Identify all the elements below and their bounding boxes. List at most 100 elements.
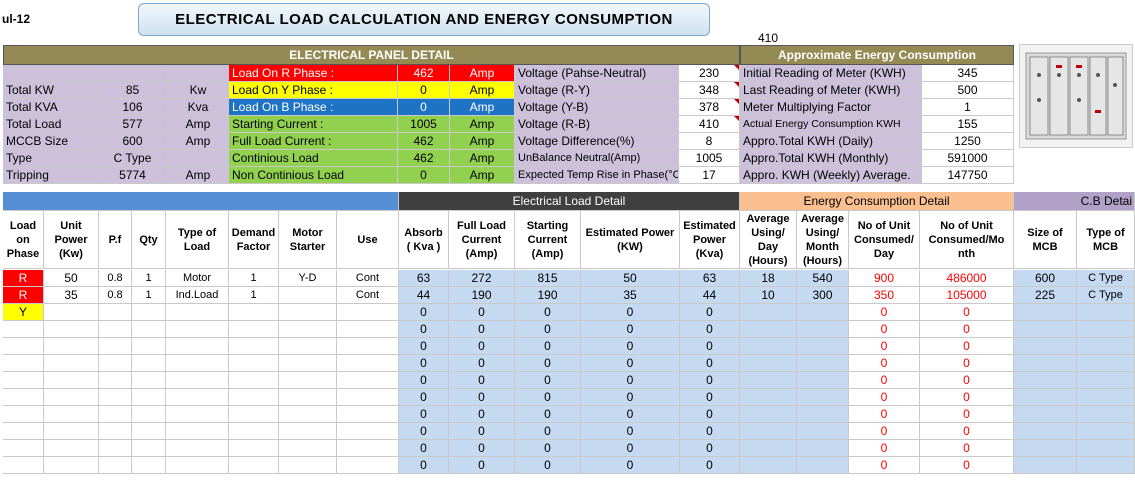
phase-load-value[interactable]: 0 [398,167,450,184]
cell-unit-power[interactable] [44,304,99,321]
cell-mcb-size[interactable] [1014,389,1077,406]
cell-mcb-size[interactable] [1014,372,1077,389]
cell-mcb-type[interactable] [1077,338,1135,355]
cell-avg-day[interactable] [740,389,797,406]
cell-unit-power[interactable] [44,440,99,457]
cell-flc[interactable]: 0 [449,338,515,355]
cell-absorb[interactable]: 0 [399,338,449,355]
cell-type[interactable] [166,355,229,372]
cell-demand[interactable]: 1 [229,287,279,304]
column-header[interactable]: Full Load Current (Amp) [449,211,515,269]
cell-est-kva[interactable]: 0 [680,372,740,389]
cell-sc[interactable]: 815 [515,270,581,287]
cell-flc[interactable]: 0 [449,406,515,423]
cell-avg-day[interactable] [740,423,797,440]
cell-unit-power[interactable]: 50 [44,270,99,287]
cell-unit-power[interactable] [44,355,99,372]
cell-est-kw[interactable]: 0 [581,355,680,372]
cell-phase[interactable]: Y [3,304,44,321]
cell-pf[interactable] [99,423,132,440]
cell-units-month[interactable]: 0 [920,338,1014,355]
cell-starter[interactable] [279,321,337,338]
cell-unit-power[interactable] [44,406,99,423]
summary-value[interactable]: C Type [98,150,168,167]
cell-sc[interactable]: 0 [515,355,581,372]
cell-unit-power[interactable]: 35 [44,287,99,304]
cell-starter[interactable]: Y-D [279,270,337,287]
cell-units-day[interactable]: 0 [849,355,920,372]
cell-sc[interactable]: 0 [515,372,581,389]
cell-qty[interactable] [132,406,166,423]
cell-mcb-size[interactable] [1014,423,1077,440]
cell-mcb-size[interactable] [1014,406,1077,423]
column-header[interactable]: Use [337,211,399,269]
cell-demand[interactable] [229,321,279,338]
cell-pf[interactable] [99,355,132,372]
cell-phase[interactable]: R [3,287,44,304]
cell-est-kw[interactable]: 35 [581,287,680,304]
cell-units-day[interactable]: 0 [849,406,920,423]
cell-mcb-size[interactable] [1014,440,1077,457]
cell-qty[interactable] [132,304,166,321]
cell-qty[interactable] [132,423,166,440]
column-header[interactable]: Type of Load [166,211,229,269]
cell-pf[interactable] [99,389,132,406]
cell-pf[interactable]: 0.8 [99,270,132,287]
cell-unit-power[interactable] [44,423,99,440]
cell-mcb-type[interactable] [1077,372,1135,389]
cell-units-day[interactable]: 0 [849,440,920,457]
energy-value[interactable]: 155 [922,116,1014,133]
cell-qty[interactable] [132,440,166,457]
cell-units-month[interactable]: 0 [920,321,1014,338]
cell-units-day[interactable]: 0 [849,372,920,389]
phase-load-value[interactable]: 462 [398,133,450,150]
cell-avg-day[interactable] [740,372,797,389]
cell-phase[interactable] [3,355,44,372]
column-header[interactable]: Type of MCB [1077,211,1135,269]
cell-flc[interactable]: 0 [449,304,515,321]
cell-pf[interactable] [99,440,132,457]
cell-mcb-type[interactable] [1077,423,1135,440]
energy-value[interactable]: 591000 [922,150,1014,167]
energy-value[interactable]: 345 [922,65,1014,82]
cell-avg-month[interactable] [797,338,849,355]
cell-pf[interactable] [99,372,132,389]
summary-value[interactable]: 106 [98,99,168,116]
cell-phase[interactable] [3,457,44,474]
cell-units-month[interactable]: 486000 [920,270,1014,287]
cell-est-kw[interactable]: 0 [581,304,680,321]
cell-avg-month[interactable] [797,304,849,321]
column-header[interactable]: Estimated Power (KW) [581,211,680,269]
cell-avg-day[interactable] [740,457,797,474]
cell-phase[interactable] [3,440,44,457]
cell-sc[interactable]: 0 [515,440,581,457]
cell-sc[interactable]: 0 [515,389,581,406]
cell-est-kva[interactable]: 63 [680,270,740,287]
cell-demand[interactable] [229,355,279,372]
column-header[interactable]: No of Unit Consumed/Mo nth [920,211,1014,269]
cell-unit-power[interactable] [44,338,99,355]
cell-phase[interactable] [3,338,44,355]
cell-flc[interactable]: 0 [449,440,515,457]
cell-use[interactable] [337,355,399,372]
cell-flc[interactable]: 0 [449,321,515,338]
cell-mcb-type[interactable] [1077,389,1135,406]
cell-demand[interactable] [229,372,279,389]
column-header[interactable]: Load on Phase [3,211,44,269]
cell-est-kva[interactable]: 0 [680,338,740,355]
cell-est-kw[interactable]: 0 [581,338,680,355]
cell-use[interactable] [337,457,399,474]
cell-mcb-type[interactable] [1077,304,1135,321]
cell-absorb[interactable]: 63 [399,270,449,287]
column-header[interactable]: No of Unit Consumed/ Day [849,211,920,269]
cell-unit-power[interactable] [44,321,99,338]
cell-units-day[interactable]: 350 [849,287,920,304]
cell-qty[interactable] [132,338,166,355]
column-header[interactable]: P.f [99,211,132,269]
cell-units-month[interactable]: 0 [920,355,1014,372]
cell-starter[interactable] [279,423,337,440]
cell-est-kw[interactable]: 0 [581,372,680,389]
cell-absorb[interactable]: 0 [399,440,449,457]
voltage-value[interactable]: 8 [679,133,740,150]
cell-units-month[interactable]: 0 [920,440,1014,457]
